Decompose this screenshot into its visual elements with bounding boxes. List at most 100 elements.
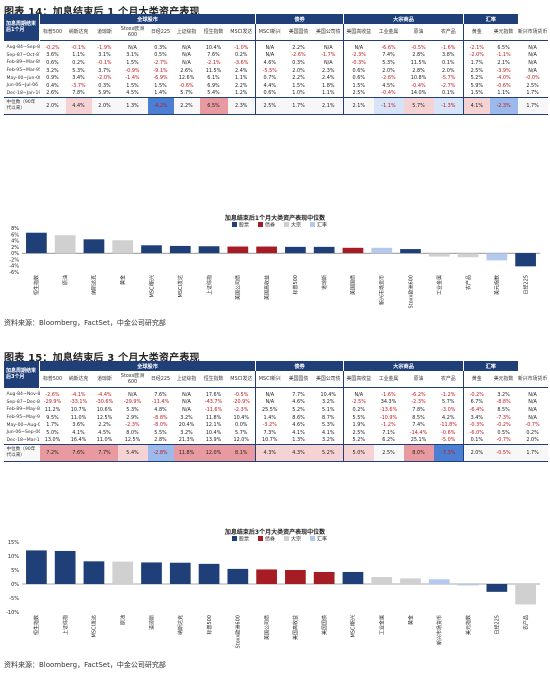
median-cell: 2.5% (255, 97, 284, 116)
x-tick-label: 恒生指数 (33, 615, 40, 635)
median-row: 中位数（90年代以来） 7.2% 7.6% 7.7% 5.4% -2.8% 11.8% 12.… (3, 444, 548, 463)
table-cell: -0.7% (496, 437, 511, 444)
figure-14-table: 加息周期结束后1个月 全球股市 债券 大宗商品 汇率 标普500 纳斯达克 道琼斯 Stoxx欧… (3, 14, 548, 116)
table-cell: -1.6% (381, 391, 396, 398)
table-cell: 10.7% (70, 406, 87, 413)
table-cell: 8.6% (292, 414, 305, 421)
y-tick-label: -2% (9, 257, 19, 263)
legend-label: 债券 (265, 536, 275, 543)
table-cell: -2.1% (206, 59, 221, 66)
table-cell: 7.4% (382, 52, 395, 59)
table-cell: 11.2% (44, 406, 61, 413)
bar (26, 232, 47, 254)
x-tick-label: 新兴市场货币 (379, 275, 386, 305)
bar (169, 562, 191, 584)
x-tick-label: Stoxx欧洲600 (235, 615, 242, 649)
table-cell: 5.3% (126, 406, 139, 413)
table-cell: -33.1% (69, 399, 88, 406)
table-cell: 2.2% (292, 75, 305, 82)
table-cell: 2.9% (126, 414, 139, 421)
table-cell: 16.4% (70, 437, 87, 444)
table-cell: 1.4% (255, 413, 284, 422)
table-cell: -0.3% (463, 421, 490, 429)
table-cell: 0.9% (46, 75, 59, 82)
table-cell: -9.1% (153, 67, 168, 74)
legend-swatch (284, 222, 289, 227)
table-row: Feb-89~May-89 11.2% 10.7% 10.6% 5.3% 4.8% N/A -… (4, 406, 548, 414)
table-cell: 5.5% (343, 413, 374, 422)
table-cell: 2.5% (343, 428, 374, 437)
table-cell: 7.6% (207, 52, 220, 59)
table-column-header: Stoxx欧洲600 (117, 371, 148, 388)
table-cell: 0.1% (463, 436, 490, 445)
table-cell: -1.2% (381, 422, 396, 429)
table-column-header: MSCI新兴 (255, 24, 284, 41)
table-cell: -0.2% (463, 387, 490, 399)
table-cell: 1.7% (463, 59, 490, 67)
table-cell: -3.6% (234, 59, 249, 66)
table-cell: 2.5% (343, 89, 374, 98)
table-cell: 1.1% (72, 52, 85, 59)
row-period: Jun-06~Sep-06 (6, 430, 40, 436)
table-cell: -2.0% (463, 51, 490, 60)
table-cell: -13.6% (379, 406, 398, 413)
x-tick-label: 美国高收益 (292, 615, 299, 640)
median-cell: 1.3% (117, 97, 148, 116)
table-cell: -7.3% (496, 414, 511, 421)
table-cell: 10.4% (320, 391, 337, 398)
x-tick-label: 标普500 (292, 275, 299, 295)
x-tick-label: 原油 (120, 615, 127, 625)
x-tick-label: 美元指数 (494, 275, 501, 295)
table-cell: 3.2% (180, 429, 193, 436)
table-column-header: 恒生指数 (199, 24, 228, 41)
table-cell: 5.3% (382, 59, 395, 66)
median-cell: -7.3% (433, 444, 464, 463)
table-cell: 1.1% (497, 90, 510, 97)
table-cell: -0.4% (411, 82, 426, 89)
table-cell: -2.3% (234, 406, 249, 413)
table-cell: 0.6% (343, 66, 374, 75)
table-cell: -29.9% (123, 399, 142, 406)
table-cell: 1.1% (322, 90, 335, 97)
table-cell: 5.7% (235, 429, 248, 436)
table-cell: 1.5% (154, 82, 167, 89)
table-cell: 4.6% (255, 59, 284, 67)
table-cell: -3.9% (496, 67, 511, 74)
median-cell: 8.0% (403, 444, 434, 463)
median-cell: -1.3% (433, 97, 464, 116)
bar (285, 246, 306, 254)
table-cell: 7.3% (255, 428, 284, 437)
median-cell: 7.2% (39, 444, 66, 463)
table-cell: 0.5% (154, 52, 167, 59)
table-cell: -8.8% (496, 399, 511, 406)
table-cell: 5.3% (72, 67, 85, 74)
table-cell: 3.2% (497, 391, 510, 398)
table-group-header: 大宗商品 (343, 14, 464, 24)
table-column-header: MSCI发达 (227, 371, 256, 388)
table-cell: 13.0% (44, 437, 61, 444)
bar (342, 571, 364, 584)
table-cell: 11.0% (70, 414, 87, 421)
table-cell: 4.5% (126, 90, 139, 97)
table-group-header: 汇率 (463, 14, 518, 24)
table-cell: 1.3% (292, 437, 305, 444)
table-cell: 10.4% (233, 414, 250, 421)
table-cell: -0.5% (234, 391, 249, 398)
bar (371, 247, 393, 254)
x-tick-label: 新兴市场货币 (436, 615, 443, 645)
legend-swatch (310, 222, 315, 227)
x-tick-label: 黄金 (120, 275, 127, 285)
bar (457, 253, 479, 258)
median-cell: 5.4% (117, 444, 148, 463)
table-cell: -1.7% (321, 52, 336, 59)
row-period: May-00~Jun-00 (6, 75, 40, 81)
table-cell: 5.4% (207, 90, 220, 97)
x-tick-label: 道琼斯 (321, 275, 328, 290)
table-cell: 8.5% (497, 406, 510, 413)
table-cell: 3.6% (72, 422, 85, 429)
median-cell: -2.3% (489, 97, 518, 116)
median-cell: 1.7% (283, 97, 314, 116)
table-cell: -2.3% (343, 51, 374, 60)
table-cell: 2.2% (235, 82, 248, 89)
